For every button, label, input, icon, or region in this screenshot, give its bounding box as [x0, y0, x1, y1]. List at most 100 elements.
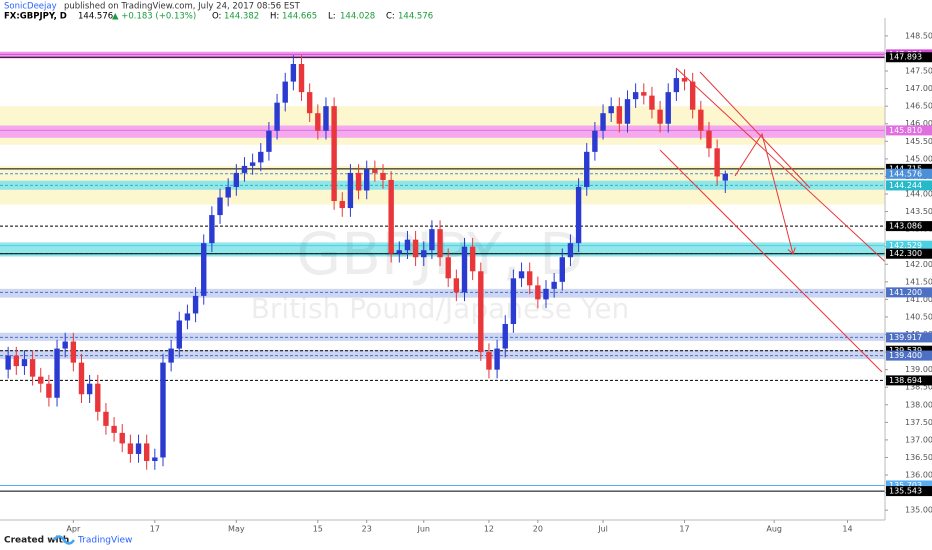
created-with: Created with	[4, 536, 69, 546]
level-label: 144.244	[889, 181, 922, 190]
candle-body	[584, 151, 590, 187]
candle-body	[478, 271, 484, 353]
candle-body	[575, 186, 582, 244]
candle-body	[364, 169, 370, 191]
x-tick-label: Jun	[417, 525, 431, 534]
level-label-bg	[886, 168, 932, 179]
y-tick-label: 137.500	[905, 418, 932, 427]
candle-body	[13, 355, 19, 367]
candle-body	[388, 179, 394, 254]
y-tick-label: 145.000	[905, 154, 932, 163]
candle-body	[421, 250, 427, 258]
candle-body	[315, 113, 321, 131]
candle-body	[616, 106, 623, 124]
x-tick-label: 20	[533, 525, 543, 534]
y-tick-label: 141.500	[905, 277, 932, 286]
y-tick-label: 136.000	[905, 471, 932, 480]
candle-body	[323, 106, 329, 131]
level-label: 138.694	[889, 376, 922, 385]
author[interactable]: SonicDeejay	[4, 2, 57, 12]
candle-body	[5, 355, 11, 370]
candle-body	[135, 443, 142, 454]
candle-body	[608, 106, 614, 114]
candle-body	[86, 383, 93, 395]
level-label: 141.200	[889, 288, 922, 297]
candle-body	[380, 172, 386, 180]
candle-body	[95, 383, 101, 412]
candle-body	[298, 64, 305, 93]
y-tick-label: 141.000	[905, 295, 932, 304]
last-price: 144.576	[78, 12, 113, 22]
x-tick-label: 17	[150, 525, 160, 534]
candle-body	[233, 172, 240, 187]
level-label: 147.893	[889, 53, 922, 62]
candle-body	[217, 197, 223, 216]
y-tick-label: 139.000	[905, 365, 932, 374]
level-label-bg	[886, 240, 932, 251]
level-label: 135.703	[889, 481, 922, 490]
y-tick-label: 143.500	[905, 207, 932, 216]
candle-body	[412, 239, 419, 258]
candle-body	[46, 383, 52, 398]
candle-body	[698, 109, 704, 131]
candle-body	[119, 432, 125, 444]
candle-body	[70, 341, 77, 363]
x-tick-label: 12	[484, 525, 494, 534]
ohlc-value: 144.665	[282, 12, 317, 22]
candle-body	[127, 443, 134, 454]
level-label-bg	[886, 350, 932, 361]
trend-drawings	[659, 67, 893, 373]
candle-body	[38, 376, 44, 384]
candle-body	[649, 95, 655, 110]
candle-body	[78, 362, 85, 395]
y-tick-label: 138.500	[905, 383, 932, 392]
trend-line	[699, 71, 811, 189]
zone	[0, 349, 885, 360]
level-label-bg	[886, 221, 932, 232]
brand[interactable]: TradingView	[77, 536, 132, 546]
zone	[0, 332, 885, 341]
candle-body	[486, 352, 492, 370]
candle-body	[372, 169, 378, 173]
y-tick-label: 147.000	[905, 84, 932, 93]
candle-body	[192, 295, 199, 314]
candle-body	[445, 257, 451, 279]
change: ▲ +0.183 (+0.13%)	[112, 12, 196, 22]
zone	[0, 288, 885, 298]
level-label: 143.086	[889, 222, 922, 231]
candle-body	[339, 201, 345, 209]
candle-body	[62, 341, 68, 349]
candle-body	[347, 172, 354, 209]
candle-body	[258, 151, 264, 163]
y-tick-label: 138.000	[905, 400, 932, 409]
logo	[52, 535, 76, 545]
candle-body	[241, 165, 248, 173]
x-tick-label: May	[228, 525, 245, 534]
candle-body	[494, 348, 500, 370]
x-tick-label: 15	[313, 525, 323, 534]
level-label-bg	[886, 52, 932, 63]
candle-body	[453, 278, 460, 293]
level-label-bg	[886, 486, 932, 497]
y-tick-label: 142.000	[905, 260, 932, 269]
candle-body	[551, 281, 557, 289]
candle-body	[266, 130, 272, 152]
candle-body	[567, 243, 574, 258]
candle-body	[111, 425, 117, 433]
candle-body	[54, 348, 60, 398]
y-tick-label: 147.500	[905, 67, 932, 76]
candle-body	[274, 102, 280, 131]
candle-body	[632, 92, 639, 100]
level-label: 139.917	[889, 333, 922, 342]
x-tick-label: Aug	[766, 525, 782, 534]
x-tick-label: 14	[842, 525, 852, 534]
candle-body	[526, 271, 533, 286]
ohlc-value: 144.382	[224, 12, 259, 22]
candle-body	[469, 246, 476, 272]
watermark-sub: British Pound/Japanese Yen	[251, 292, 630, 325]
x-tick-label: Apr	[66, 525, 81, 534]
candle-body	[29, 359, 36, 377]
candle-body	[535, 285, 541, 300]
level-label: 142.300	[889, 249, 922, 258]
